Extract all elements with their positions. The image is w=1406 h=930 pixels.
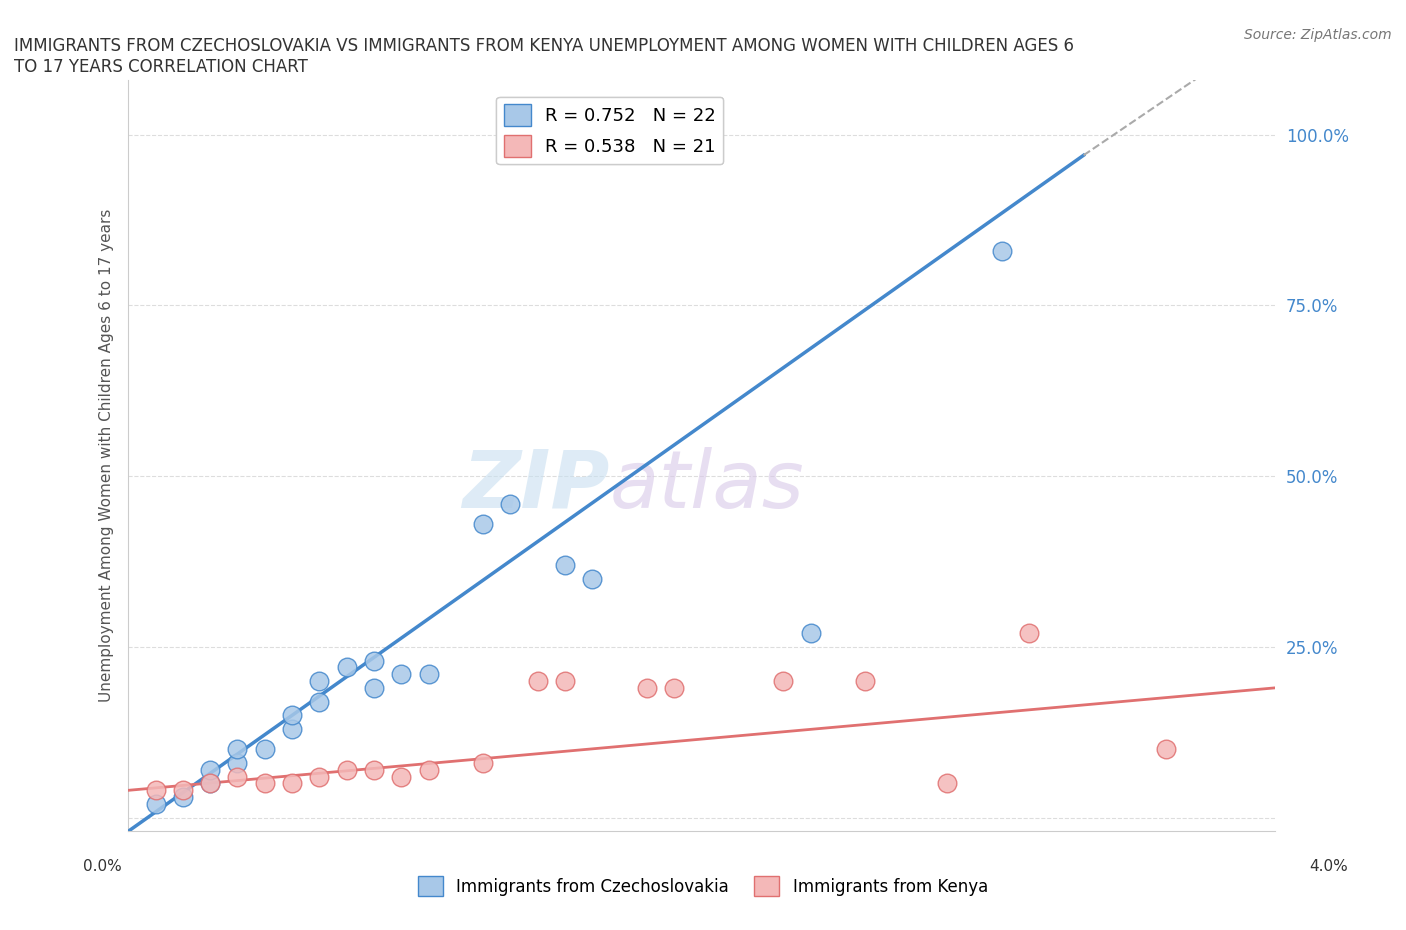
Point [389, 667, 412, 682]
Point [145, 796, 167, 811]
Point [800, 626, 823, 641]
Point [198, 776, 221, 790]
Point [281, 722, 304, 737]
Point [418, 763, 440, 777]
Point [198, 776, 221, 790]
Legend: Immigrants from Czechoslovakia, Immigrants from Kenya: Immigrants from Czechoslovakia, Immigran… [412, 870, 994, 903]
Text: 4.0%: 4.0% [1309, 859, 1348, 874]
Point [336, 660, 359, 675]
Point [499, 496, 522, 511]
Point [281, 776, 304, 790]
Legend: R = 0.752   N = 22, R = 0.538   N = 21: R = 0.752 N = 22, R = 0.538 N = 21 [496, 97, 723, 165]
Point [308, 769, 330, 784]
Text: IMMIGRANTS FROM CZECHOSLOVAKIA VS IMMIGRANTS FROM KENYA UNEMPLOYMENT AMONG WOMEN: IMMIGRANTS FROM CZECHOSLOVAKIA VS IMMIGR… [14, 37, 1074, 76]
Point [226, 769, 249, 784]
Text: ZIP: ZIP [463, 446, 610, 525]
Point [636, 681, 658, 696]
Point [664, 681, 686, 696]
Point [281, 708, 304, 723]
Y-axis label: Unemployment Among Women with Children Ages 6 to 17 years: Unemployment Among Women with Children A… [100, 209, 114, 702]
Point [226, 755, 249, 770]
Point [554, 673, 576, 688]
Point [172, 783, 194, 798]
Point [226, 742, 249, 757]
Point [526, 673, 548, 688]
Text: 0.0%: 0.0% [83, 859, 122, 874]
Point [936, 776, 959, 790]
Point [336, 763, 359, 777]
Point [853, 673, 876, 688]
Point [1154, 742, 1177, 757]
Point [253, 742, 276, 757]
Point [554, 557, 576, 572]
Point [581, 571, 603, 586]
Point [772, 673, 794, 688]
Point [418, 667, 440, 682]
Point [253, 776, 276, 790]
Point [1018, 626, 1040, 641]
Point [308, 673, 330, 688]
Point [145, 783, 167, 798]
Point [363, 763, 385, 777]
Point [363, 681, 385, 696]
Text: Source: ZipAtlas.com: Source: ZipAtlas.com [1244, 28, 1392, 42]
Point [308, 694, 330, 709]
Point [363, 653, 385, 668]
Point [198, 763, 221, 777]
Point [472, 755, 495, 770]
Point [172, 790, 194, 804]
Text: atlas: atlas [610, 446, 804, 525]
Point [389, 769, 412, 784]
Point [472, 516, 495, 531]
Point [990, 244, 1012, 259]
